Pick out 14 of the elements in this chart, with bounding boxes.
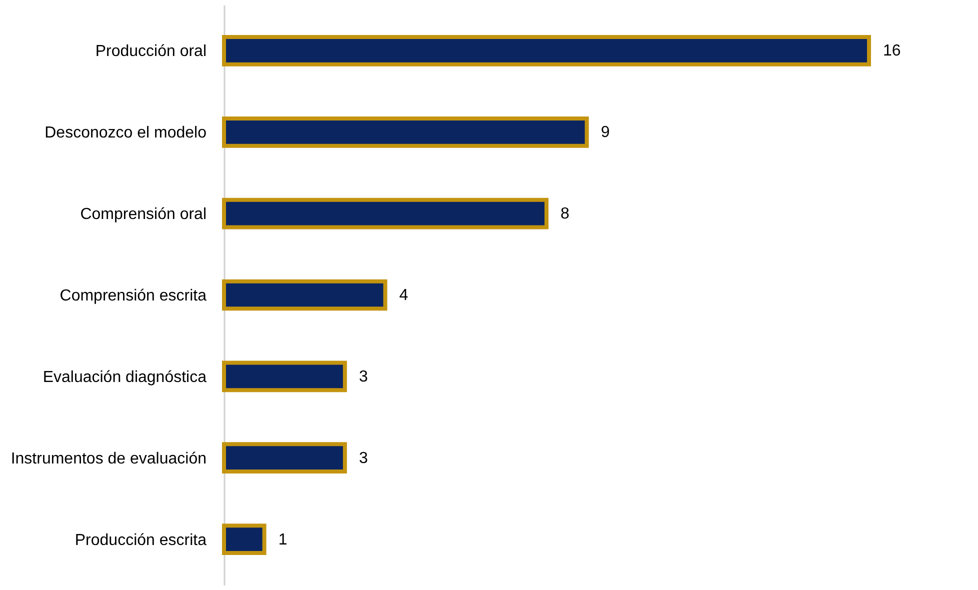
data-label: 4 — [399, 287, 408, 304]
y-tick-label: Instrumentos de evaluación — [10, 450, 206, 468]
data-label: 9 — [600, 124, 610, 142]
data-label: 3 — [358, 368, 368, 386]
y-tick-label: Comprensión oral — [80, 206, 206, 224]
y-tick-label: Desconozco el modelo — [44, 124, 207, 142]
y-tick-label: Producción oral — [95, 43, 206, 60]
data-label: 8 — [560, 206, 570, 223]
data-label: 1 — [278, 531, 288, 548]
y-tick-label: Comprensión escrita — [60, 288, 207, 304]
y-tick-label: Producción escrita — [74, 532, 207, 549]
data-label: 16 — [883, 42, 901, 60]
y-tick-label: Evaluación diagnóstica — [42, 368, 207, 386]
data-label: 3 — [358, 450, 368, 467]
